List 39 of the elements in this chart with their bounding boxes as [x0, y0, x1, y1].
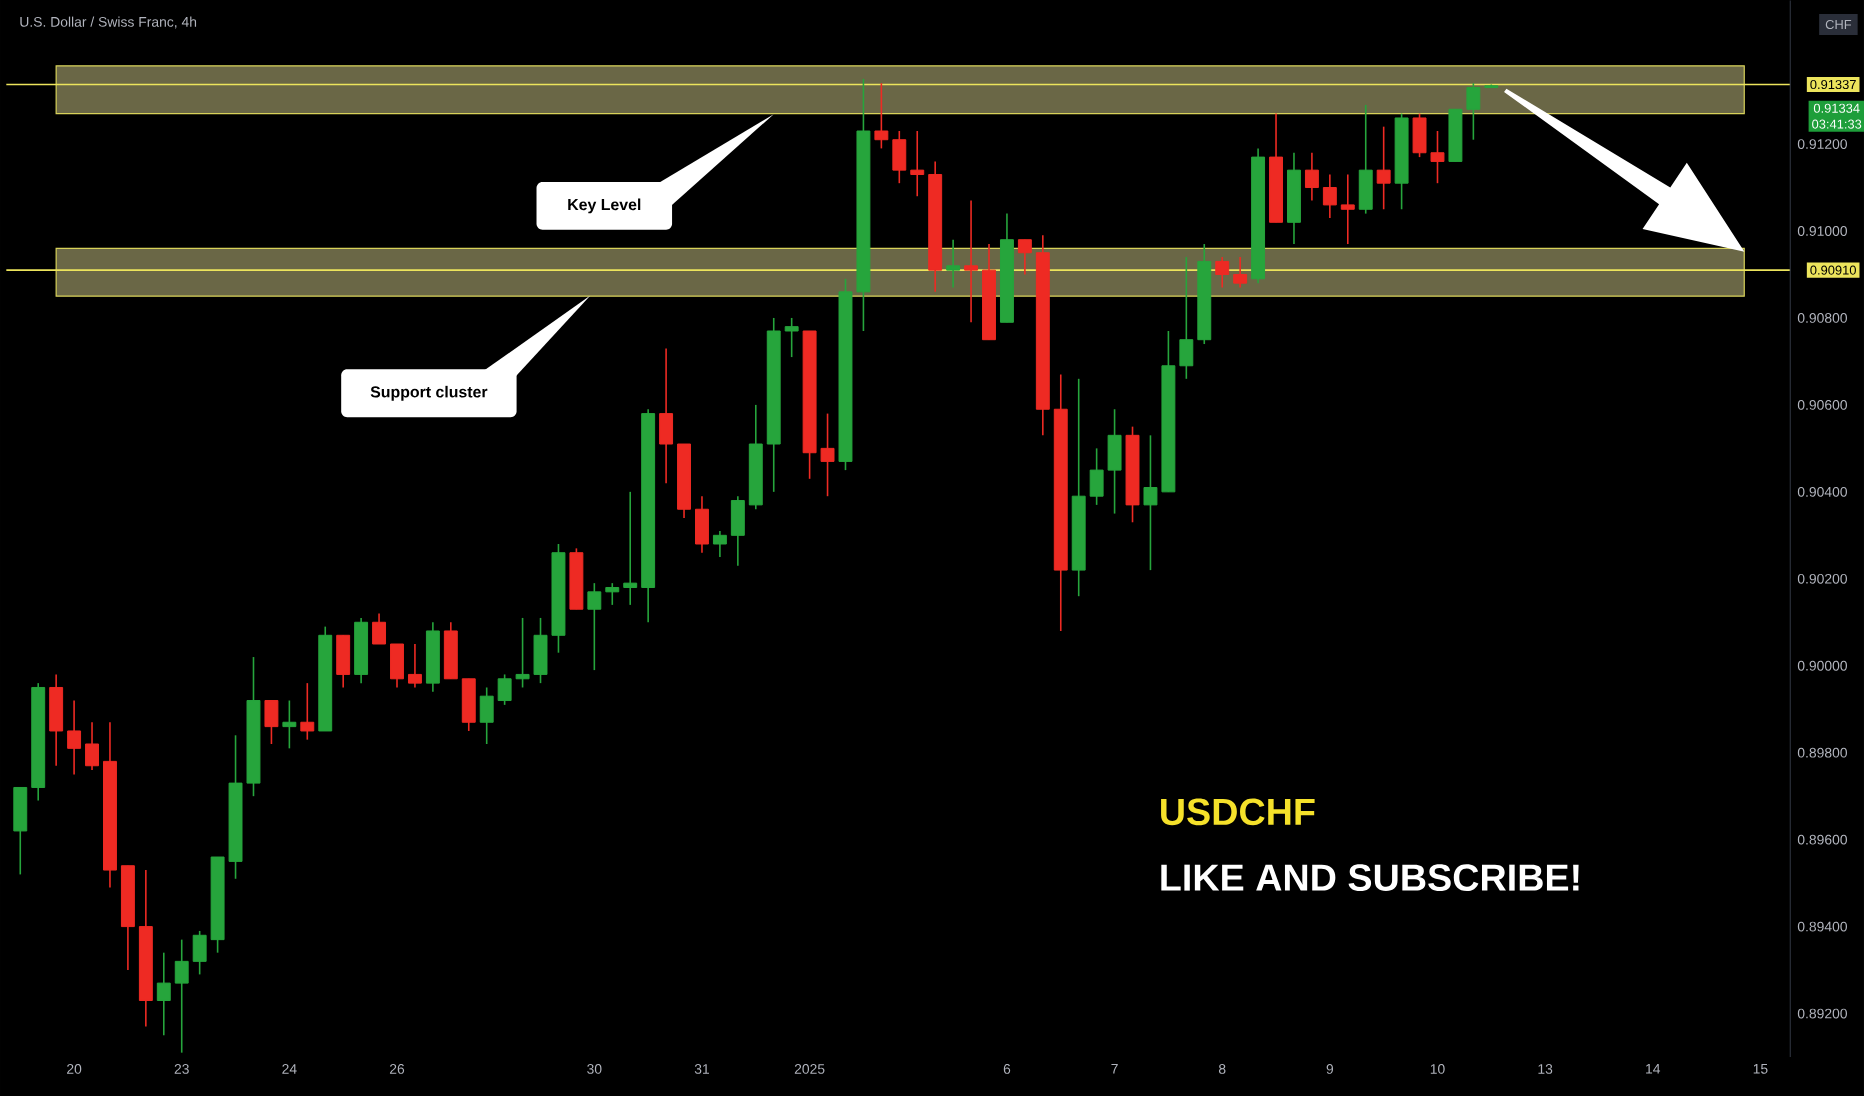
candlestick: [67, 699, 82, 775]
candlestick: [1233, 255, 1248, 288]
candlestick: [336, 634, 351, 688]
candlestick: [712, 529, 727, 558]
candlestick: [659, 347, 674, 484]
candlestick: [85, 721, 99, 771]
candlestick: [587, 581, 602, 671]
candlestick: [623, 490, 638, 606]
candlestick: [461, 677, 476, 732]
candlestick: [1358, 103, 1373, 214]
candlestick: [407, 642, 422, 688]
candlestick: [605, 581, 620, 606]
candlestick: [964, 199, 979, 323]
candlestick: [174, 938, 189, 1054]
candlestick: [946, 238, 961, 288]
candlestick: [1376, 125, 1391, 210]
candlestick: [372, 612, 387, 645]
candlestick: [156, 951, 171, 1036]
candlestick: [730, 494, 745, 567]
annotation: LIKE AND SUBSCRIBE!: [1161, 863, 1579, 891]
candlestick: [910, 129, 925, 197]
candlestick: [1322, 173, 1337, 219]
candlestick: [282, 699, 297, 749]
candlestick: [1017, 238, 1032, 275]
candlestick: [390, 642, 404, 688]
candlestick: [443, 621, 458, 680]
candlestick: [264, 699, 279, 745]
candlestick: [784, 316, 799, 358]
candlestick: [1304, 151, 1319, 201]
candlestick: [892, 129, 907, 184]
candlestick: [13, 786, 28, 875]
candlestick: [479, 686, 494, 745]
candlestick: [300, 681, 315, 741]
candlestick: [695, 494, 709, 554]
candlestick: [49, 673, 64, 767]
candlestick: [874, 81, 889, 149]
candlestick: [1340, 173, 1355, 245]
candlestick: [1215, 255, 1230, 288]
annotation: USDCHF: [1161, 798, 1315, 825]
